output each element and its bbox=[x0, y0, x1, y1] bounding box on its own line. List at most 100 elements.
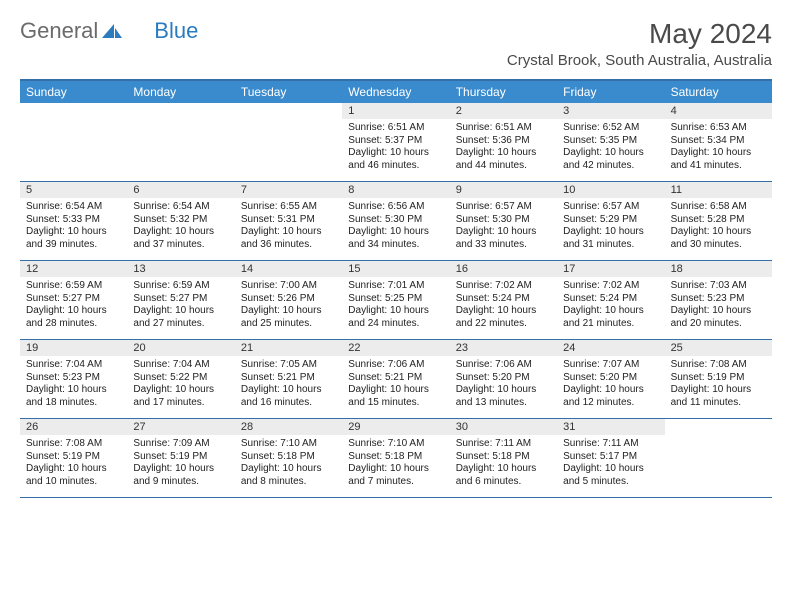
calendar-day: 20Sunrise: 7:04 AMSunset: 5:22 PMDayligh… bbox=[127, 340, 234, 418]
page-header: General Blue May 2024 Crystal Brook, Sou… bbox=[20, 18, 772, 69]
calendar-day: 10 Sunrise: 6:57 AMSunset: 5:29 PMDayligh… bbox=[557, 182, 664, 260]
day-number: 9 bbox=[450, 182, 557, 198]
day-daylight: Daylight: 10 hours and 22 minutes. bbox=[456, 305, 551, 330]
day-sunrise: Sunrise: 6:57 AM bbox=[456, 201, 551, 214]
calendar-day: . bbox=[20, 103, 127, 181]
day-number: 4 bbox=[665, 103, 772, 119]
day-sunset: Sunset: 5:30 PM bbox=[348, 214, 443, 227]
calendar-day: 15Sunrise: 7:01 AMSunset: 5:25 PMDayligh… bbox=[342, 261, 449, 339]
day-daylight: Daylight: 10 hours and 5 minutes. bbox=[563, 463, 658, 488]
calendar-week: 5Sunrise: 6:54 AMSunset: 5:33 PMDaylight… bbox=[20, 182, 772, 261]
calendar-day: 14Sunrise: 7:00 AMSunset: 5:26 PMDayligh… bbox=[235, 261, 342, 339]
day-header: Wednesday bbox=[342, 81, 449, 103]
day-sunset: Sunset: 5:29 PM bbox=[563, 214, 658, 227]
day-number: 10 bbox=[557, 182, 664, 198]
day-daylight: Daylight: 10 hours and 18 minutes. bbox=[26, 384, 121, 409]
day-number: 21 bbox=[235, 340, 342, 356]
day-daylight: Daylight: 10 hours and 34 minutes. bbox=[348, 226, 443, 251]
day-number: 17 bbox=[557, 261, 664, 277]
day-number: 6 bbox=[127, 182, 234, 198]
calendar-day: 21Sunrise: 7:05 AMSunset: 5:21 PMDayligh… bbox=[235, 340, 342, 418]
day-number: 29 bbox=[342, 419, 449, 435]
day-sunset: Sunset: 5:19 PM bbox=[26, 451, 121, 464]
day-sunset: Sunset: 5:34 PM bbox=[671, 135, 766, 148]
day-daylight: Daylight: 10 hours and 46 minutes. bbox=[348, 147, 443, 172]
day-sunrise: Sunrise: 6:55 AM bbox=[241, 201, 336, 214]
day-sunrise: Sunrise: 6:52 AM bbox=[563, 122, 658, 135]
day-number: 22 bbox=[342, 340, 449, 356]
day-sunrise: Sunrise: 7:08 AM bbox=[671, 359, 766, 372]
day-sunrise: Sunrise: 6:58 AM bbox=[671, 201, 766, 214]
day-sunset: Sunset: 5:27 PM bbox=[133, 293, 228, 306]
logo-sail-icon bbox=[102, 18, 122, 44]
day-number: 3 bbox=[557, 103, 664, 119]
day-sunset: Sunset: 5:21 PM bbox=[241, 372, 336, 385]
calendar-day: . bbox=[665, 419, 772, 497]
calendar-week: 12Sunrise: 6:59 AMSunset: 5:27 PMDayligh… bbox=[20, 261, 772, 340]
day-sunset: Sunset: 5:20 PM bbox=[456, 372, 551, 385]
day-sunrise: Sunrise: 7:00 AM bbox=[241, 280, 336, 293]
day-sunset: Sunset: 5:31 PM bbox=[241, 214, 336, 227]
day-daylight: Daylight: 10 hours and 17 minutes. bbox=[133, 384, 228, 409]
day-number: 13 bbox=[127, 261, 234, 277]
day-sunset: Sunset: 5:22 PM bbox=[133, 372, 228, 385]
brand-logo: General Blue bbox=[20, 18, 198, 44]
day-sunset: Sunset: 5:27 PM bbox=[26, 293, 121, 306]
day-number: 7 bbox=[235, 182, 342, 198]
calendar-day: 27Sunrise: 7:09 AMSunset: 5:19 PMDayligh… bbox=[127, 419, 234, 497]
day-sunrise: Sunrise: 6:59 AM bbox=[133, 280, 228, 293]
day-daylight: Daylight: 10 hours and 20 minutes. bbox=[671, 305, 766, 330]
calendar-day: 18Sunrise: 7:03 AMSunset: 5:23 PMDayligh… bbox=[665, 261, 772, 339]
day-header: Saturday bbox=[665, 81, 772, 103]
day-daylight: Daylight: 10 hours and 24 minutes. bbox=[348, 305, 443, 330]
day-number: 27 bbox=[127, 419, 234, 435]
calendar-day: 16Sunrise: 7:02 AMSunset: 5:24 PMDayligh… bbox=[450, 261, 557, 339]
day-sunrise: Sunrise: 7:05 AM bbox=[241, 359, 336, 372]
calendar-day: 30Sunrise: 7:11 AMSunset: 5:18 PMDayligh… bbox=[450, 419, 557, 497]
day-sunset: Sunset: 5:23 PM bbox=[26, 372, 121, 385]
day-daylight: Daylight: 10 hours and 21 minutes. bbox=[563, 305, 658, 330]
day-sunset: Sunset: 5:24 PM bbox=[563, 293, 658, 306]
day-header: Monday bbox=[127, 81, 234, 103]
day-daylight: Daylight: 10 hours and 6 minutes. bbox=[456, 463, 551, 488]
day-sunrise: Sunrise: 6:54 AM bbox=[133, 201, 228, 214]
day-header: Sunday bbox=[20, 81, 127, 103]
day-daylight: Daylight: 10 hours and 12 minutes. bbox=[563, 384, 658, 409]
day-number: 12 bbox=[20, 261, 127, 277]
day-sunset: Sunset: 5:28 PM bbox=[671, 214, 766, 227]
day-sunset: Sunset: 5:35 PM bbox=[563, 135, 658, 148]
day-daylight: Daylight: 10 hours and 31 minutes. bbox=[563, 226, 658, 251]
calendar-day-headers: Sunday Monday Tuesday Wednesday Thursday… bbox=[20, 81, 772, 103]
day-number: 31 bbox=[557, 419, 664, 435]
title-block: May 2024 Crystal Brook, South Australia,… bbox=[507, 18, 772, 69]
day-number: 8 bbox=[342, 182, 449, 198]
calendar-day: . bbox=[235, 103, 342, 181]
day-daylight: Daylight: 10 hours and 33 minutes. bbox=[456, 226, 551, 251]
day-daylight: Daylight: 10 hours and 36 minutes. bbox=[241, 226, 336, 251]
day-sunset: Sunset: 5:18 PM bbox=[348, 451, 443, 464]
day-header: Thursday bbox=[450, 81, 557, 103]
day-sunrise: Sunrise: 7:11 AM bbox=[563, 438, 658, 451]
day-daylight: Daylight: 10 hours and 39 minutes. bbox=[26, 226, 121, 251]
day-number: 25 bbox=[665, 340, 772, 356]
day-sunrise: Sunrise: 7:04 AM bbox=[133, 359, 228, 372]
day-daylight: Daylight: 10 hours and 25 minutes. bbox=[241, 305, 336, 330]
day-sunrise: Sunrise: 6:56 AM bbox=[348, 201, 443, 214]
calendar-day: 5Sunrise: 6:54 AMSunset: 5:33 PMDaylight… bbox=[20, 182, 127, 260]
day-sunrise: Sunrise: 7:03 AM bbox=[671, 280, 766, 293]
day-sunset: Sunset: 5:21 PM bbox=[348, 372, 443, 385]
day-sunset: Sunset: 5:18 PM bbox=[456, 451, 551, 464]
calendar-day: 7 Sunrise: 6:55 AMSunset: 5:31 PMDaylight… bbox=[235, 182, 342, 260]
day-number: 26 bbox=[20, 419, 127, 435]
calendar-day: 19Sunrise: 7:04 AMSunset: 5:23 PMDayligh… bbox=[20, 340, 127, 418]
day-daylight: Daylight: 10 hours and 15 minutes. bbox=[348, 384, 443, 409]
day-sunrise: Sunrise: 6:51 AM bbox=[348, 122, 443, 135]
day-number: 18 bbox=[665, 261, 772, 277]
day-sunrise: Sunrise: 6:57 AM bbox=[563, 201, 658, 214]
day-number: 14 bbox=[235, 261, 342, 277]
calendar-week: ...1Sunrise: 6:51 AMSunset: 5:37 PMDayli… bbox=[20, 103, 772, 182]
day-number: 15 bbox=[342, 261, 449, 277]
location-label: Crystal Brook, South Australia, Australi… bbox=[507, 52, 772, 69]
day-daylight: Daylight: 10 hours and 9 minutes. bbox=[133, 463, 228, 488]
day-number: 1 bbox=[342, 103, 449, 119]
